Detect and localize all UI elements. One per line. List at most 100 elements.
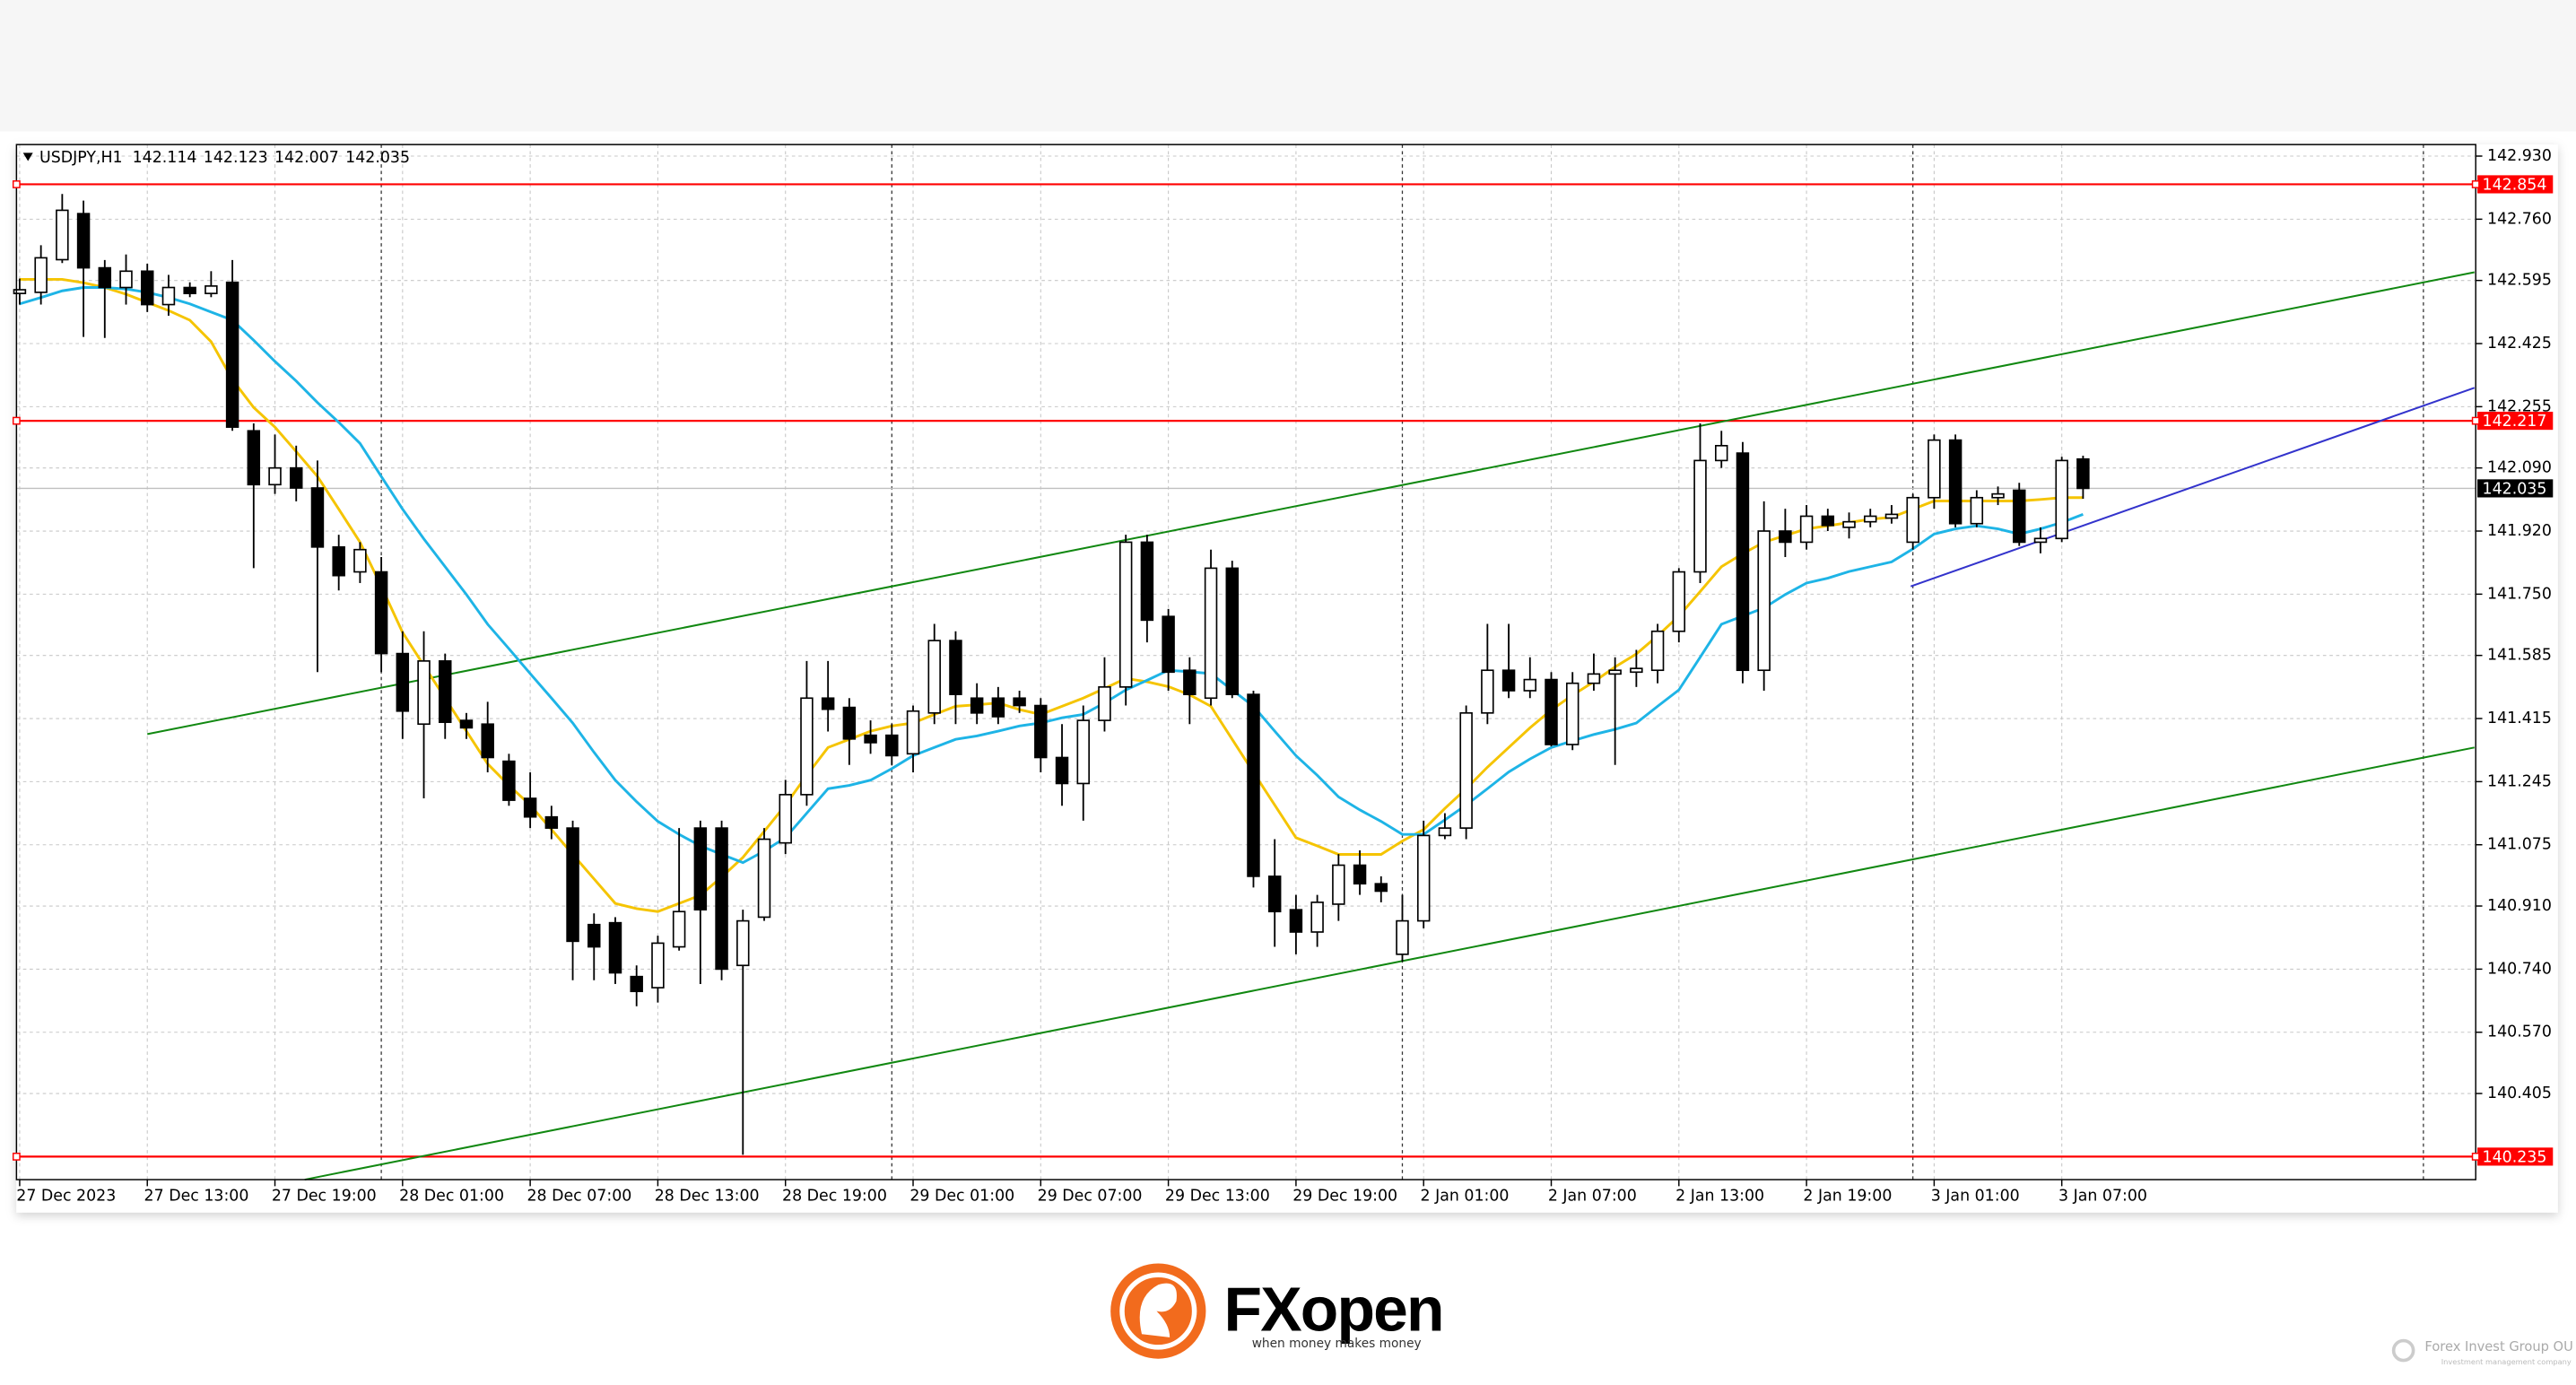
- candle-body: [1928, 439, 1941, 499]
- x-tick-label: 29 Dec 19:00: [1292, 1187, 1397, 1205]
- y-tick-label: 142.425: [2487, 335, 2552, 353]
- candle-body: [1225, 567, 1239, 695]
- level-anchor: [12, 416, 21, 425]
- y-tick-label: 141.920: [2487, 522, 2552, 540]
- company-sub: Investment management company: [2441, 1357, 2572, 1366]
- candle-body: [842, 706, 857, 740]
- candle-body: [651, 942, 665, 989]
- x-tick-label: 3 Jan 01:00: [1931, 1187, 2020, 1205]
- candle-body: [332, 545, 345, 577]
- candle-body: [1140, 541, 1154, 622]
- x-tick-label: 27 Dec 13:00: [144, 1187, 249, 1205]
- candle-body: [56, 209, 69, 261]
- logo: FXopen when money makes money Forex Inve…: [1110, 1263, 2573, 1366]
- candle-body: [353, 548, 367, 573]
- candle-body: [439, 660, 452, 723]
- y-tick-label: 140.570: [2487, 1024, 2552, 1041]
- candle-body: [1970, 496, 1984, 525]
- candle-body: [119, 270, 133, 289]
- menu-arrow[interactable]: [22, 152, 33, 161]
- plot-border: [15, 144, 2476, 1180]
- candle-body: [991, 697, 1005, 718]
- candle-body: [587, 923, 601, 948]
- candle-body: [1650, 630, 1665, 672]
- level-anchor: [2471, 416, 2480, 425]
- price-tag: [2477, 479, 2554, 498]
- candle-body: [1076, 719, 1090, 785]
- x-tick-label: 3 Jan 07:00: [2058, 1187, 2147, 1205]
- candle-body: [183, 286, 196, 294]
- candle-body: [98, 266, 112, 289]
- candle-body: [1757, 530, 1771, 672]
- chart-header: USDJPY,H1 142.114 142.123 142.007 142.035: [39, 149, 410, 167]
- candle-body: [290, 466, 303, 489]
- candle-body: [1821, 515, 1835, 527]
- candle-body: [1481, 669, 1494, 714]
- header-close: 142.035: [345, 149, 410, 167]
- candle-body: [949, 640, 962, 695]
- candle-body: [1247, 693, 1260, 877]
- logo-figure: [1139, 1283, 1177, 1337]
- trendline: [147, 271, 2475, 736]
- candle-body: [481, 723, 494, 759]
- price-tag-label: 142.854: [2483, 176, 2547, 194]
- candle-body: [374, 571, 388, 655]
- candle-body: [821, 697, 835, 710]
- candle-body: [800, 697, 814, 796]
- candle-body: [544, 815, 559, 829]
- x-tick-label: 28 Dec 07:00: [527, 1187, 631, 1205]
- candle-body: [1565, 682, 1580, 745]
- candle-body: [1991, 492, 2005, 499]
- candle-body: [1587, 673, 1601, 684]
- price-tag: [2477, 175, 2554, 194]
- candle-body: [1630, 667, 1643, 674]
- candle-body: [2076, 457, 2090, 490]
- candle-body: [1799, 515, 1814, 544]
- candle-body: [1672, 571, 1686, 632]
- symbol: USDJPY,H1: [39, 149, 123, 167]
- trendline: [304, 746, 2475, 1181]
- candle-body: [76, 213, 91, 269]
- x-tick-label: 2 Jan 19:00: [1803, 1187, 1892, 1205]
- candle-body: [225, 281, 239, 428]
- candle-body: [13, 289, 27, 294]
- candle-body: [1501, 669, 1516, 692]
- company-icon: [2391, 1338, 2415, 1363]
- candle-body: [310, 487, 325, 548]
- candle-body: [1183, 669, 1197, 695]
- candle-body: [1416, 834, 1431, 922]
- candle-body: [1736, 452, 1750, 672]
- y-tick-label: 140.405: [2487, 1084, 2552, 1102]
- candle-body: [1332, 864, 1345, 905]
- x-tick-label: 28 Dec 19:00: [782, 1187, 887, 1205]
- logo-ring: [1119, 1272, 1197, 1350]
- candle-body: [1098, 686, 1111, 721]
- y-tick-label: 141.415: [2487, 710, 2552, 727]
- header-high: 142.123: [204, 149, 268, 167]
- candle-body: [1289, 909, 1303, 933]
- candle-body: [672, 910, 686, 948]
- candle-body: [161, 286, 176, 306]
- x-tick-label: 28 Dec 13:00: [655, 1187, 760, 1205]
- candle-body: [885, 734, 899, 757]
- candle-body: [1779, 530, 1792, 544]
- candle-body: [1948, 439, 1962, 525]
- candle-body: [459, 719, 474, 729]
- candle-body: [1608, 669, 1622, 675]
- candle-body: [630, 975, 643, 993]
- brand-name: FXopen: [1224, 1275, 1443, 1345]
- candle-body: [779, 794, 792, 844]
- candle-body: [608, 921, 622, 974]
- y-tick-label: 141.245: [2487, 772, 2552, 790]
- price-tag-label: 142.217: [2483, 413, 2547, 431]
- price-tag-label: 142.035: [2483, 480, 2547, 498]
- y-tick-label: 140.740: [2487, 960, 2552, 978]
- candle-body: [34, 257, 48, 293]
- candle-body: [502, 760, 516, 801]
- level-anchor: [12, 1152, 21, 1161]
- y-tick-label: 141.075: [2487, 836, 2552, 854]
- candle-body: [1013, 697, 1026, 707]
- candle-body: [2033, 537, 2048, 544]
- candle-body: [1884, 513, 1899, 519]
